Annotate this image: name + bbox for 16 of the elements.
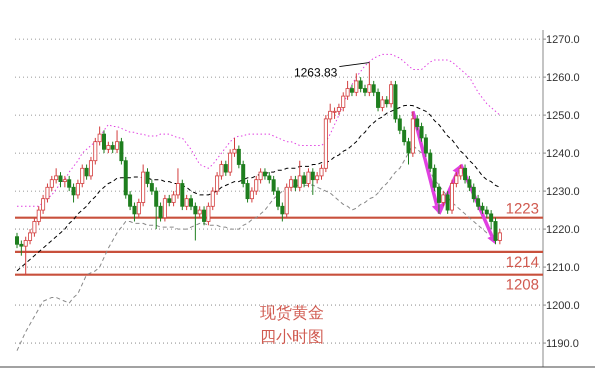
y-tick-label: 1230.0 (546, 186, 580, 198)
ref-line-label: 1208 (506, 276, 539, 294)
line-series (16, 104, 500, 272)
y-tick-label: 1260.0 (546, 72, 580, 84)
y-tick-label: 1200.0 (546, 300, 580, 312)
y-tick-label: 1220.0 (546, 224, 580, 236)
ref-line-label: 1223 (506, 200, 539, 218)
y-tick-label: 1190.0 (546, 338, 579, 350)
annotation: 四小时图 (260, 328, 324, 346)
ref-line-label: 1214 (506, 254, 539, 271)
annotation: 现货黄金 (260, 304, 324, 322)
y-tick-label: 1240.0 (546, 148, 580, 160)
y-tick-label: 1270.0 (546, 34, 580, 46)
annotation: 1263.83 (294, 66, 338, 80)
y-tick-label: 1250.0 (546, 110, 580, 122)
y-tick-label: 1210.0 (546, 262, 580, 274)
